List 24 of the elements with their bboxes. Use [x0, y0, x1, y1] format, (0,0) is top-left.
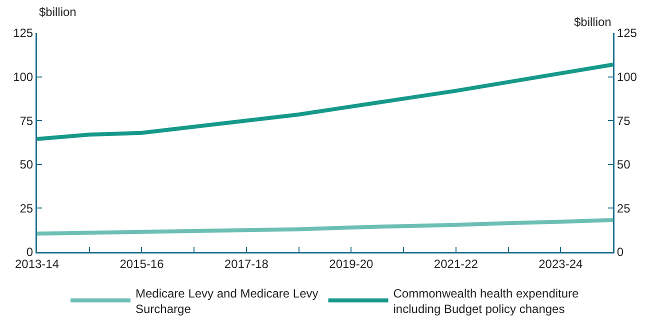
y-axis-title: $billion: [39, 5, 76, 19]
x-tick-label: 2015-16: [120, 256, 164, 271]
y2-tick-label: 100: [616, 70, 638, 84]
legend-label: Medicare Levy and Medicare Levy Surcharge: [136, 286, 318, 316]
y2-axis-title: $billion: [574, 15, 612, 29]
y-tick-label: 50: [20, 158, 34, 172]
x-tick-label: 2021-22: [434, 256, 478, 271]
x-tick-label: 2019-20: [329, 256, 374, 271]
y-tick-label: 100: [13, 70, 34, 84]
x-tick-label: 2023-24: [538, 256, 583, 271]
y2-tick-label: 0: [616, 245, 624, 260]
x-tick-label: 2017-18: [224, 256, 269, 271]
y2-tick-label: 125: [616, 26, 638, 40]
line-series: [37, 62, 613, 141]
y2-tick-label: 75: [616, 114, 631, 128]
y-tick-label: 75: [20, 114, 34, 128]
line-series: [37, 218, 613, 236]
y2-tick-label: 50: [616, 158, 631, 172]
x-tick-label: 2013-14: [14, 256, 60, 271]
y-tick-label: 0: [26, 245, 34, 260]
y2-tick-label: 25: [616, 201, 631, 216]
y-tick-label: 25: [20, 201, 34, 216]
legend-label: Commonwealth health expenditure including Budget policy changes: [393, 286, 580, 316]
y-tick-label: 125: [13, 26, 34, 40]
